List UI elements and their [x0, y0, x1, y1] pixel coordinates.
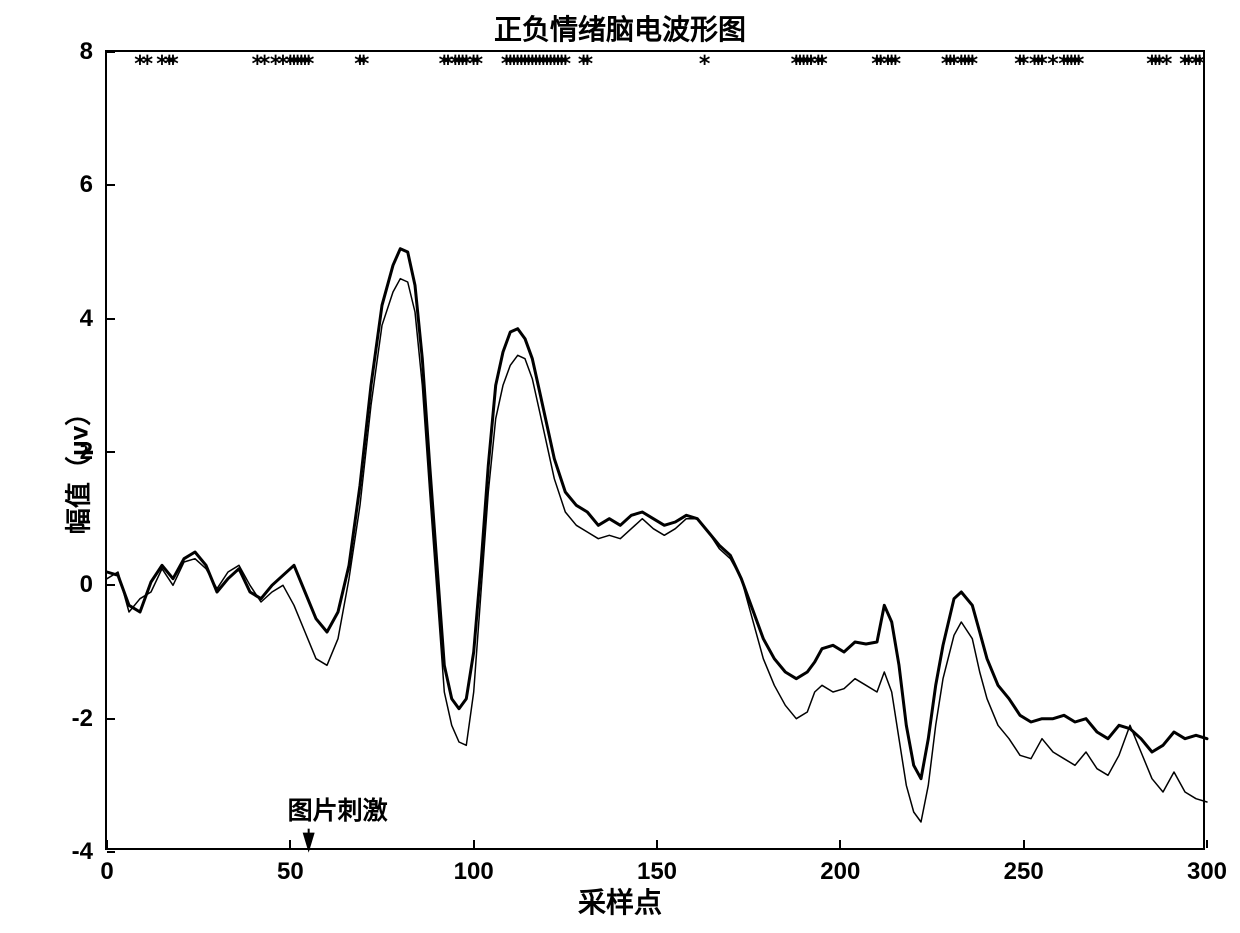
significance-marker: * — [966, 54, 979, 76]
significance-marker: * — [889, 54, 902, 76]
y-tick-label: 2 — [80, 438, 93, 466]
x-tick-mark — [1023, 840, 1025, 848]
significance-marker: * — [357, 54, 370, 76]
chart-container: 正负情绪脑电波形图 幅值（μv） 采样点 -4 -2 0 2 4 6 8 0 50 100 150 2… — [0, 0, 1240, 933]
significance-marker: * — [1193, 54, 1206, 76]
y-tick-label: 8 — [80, 38, 93, 66]
data-line — [107, 279, 1207, 822]
stimulus-annotation: 图片刺激 — [288, 791, 388, 827]
plot-area: -4-202468050100150200250300*************… — [105, 50, 1205, 850]
x-tick-label: 0 — [100, 858, 113, 886]
significance-marker: * — [698, 54, 711, 76]
y-tick-mark — [107, 451, 115, 453]
x-tick-mark — [106, 840, 108, 848]
significance-marker: * — [815, 54, 828, 76]
y-tick-mark — [107, 51, 115, 53]
y-tick-label: -2 — [72, 705, 93, 733]
y-tick-label: 4 — [80, 305, 93, 333]
x-tick-label: 250 — [1004, 858, 1044, 886]
x-tick-mark — [1206, 840, 1208, 848]
significance-marker: * — [559, 54, 572, 76]
chart-lines-svg — [107, 52, 1203, 848]
x-tick-label: 50 — [277, 858, 304, 886]
significance-marker: * — [471, 54, 484, 76]
y-tick-mark — [107, 718, 115, 720]
chart-title: 正负情绪脑电波形图 — [0, 8, 1240, 48]
data-line — [107, 249, 1207, 779]
x-tick-mark — [656, 840, 658, 848]
significance-marker: * — [1160, 54, 1173, 76]
x-axis-label: 采样点 — [578, 881, 662, 921]
x-tick-label: 150 — [637, 858, 677, 886]
x-tick-label: 100 — [454, 858, 494, 886]
x-tick-label: 300 — [1187, 858, 1227, 886]
y-tick-mark — [107, 851, 115, 853]
significance-marker: * — [302, 54, 315, 76]
significance-marker: * — [1072, 54, 1085, 76]
y-tick-mark — [107, 184, 115, 186]
x-tick-label: 200 — [820, 858, 860, 886]
y-tick-mark — [107, 584, 115, 586]
x-tick-mark — [839, 840, 841, 848]
significance-marker: * — [581, 54, 594, 76]
significance-marker: * — [141, 54, 154, 76]
x-tick-mark — [289, 840, 291, 848]
significance-marker: * — [166, 54, 179, 76]
y-tick-label: 6 — [80, 171, 93, 199]
y-axis-label: 幅值（μv） — [59, 399, 96, 533]
y-tick-label: 0 — [80, 571, 93, 599]
y-tick-mark — [107, 318, 115, 320]
x-tick-mark — [473, 840, 475, 848]
y-tick-label: -4 — [72, 838, 93, 866]
